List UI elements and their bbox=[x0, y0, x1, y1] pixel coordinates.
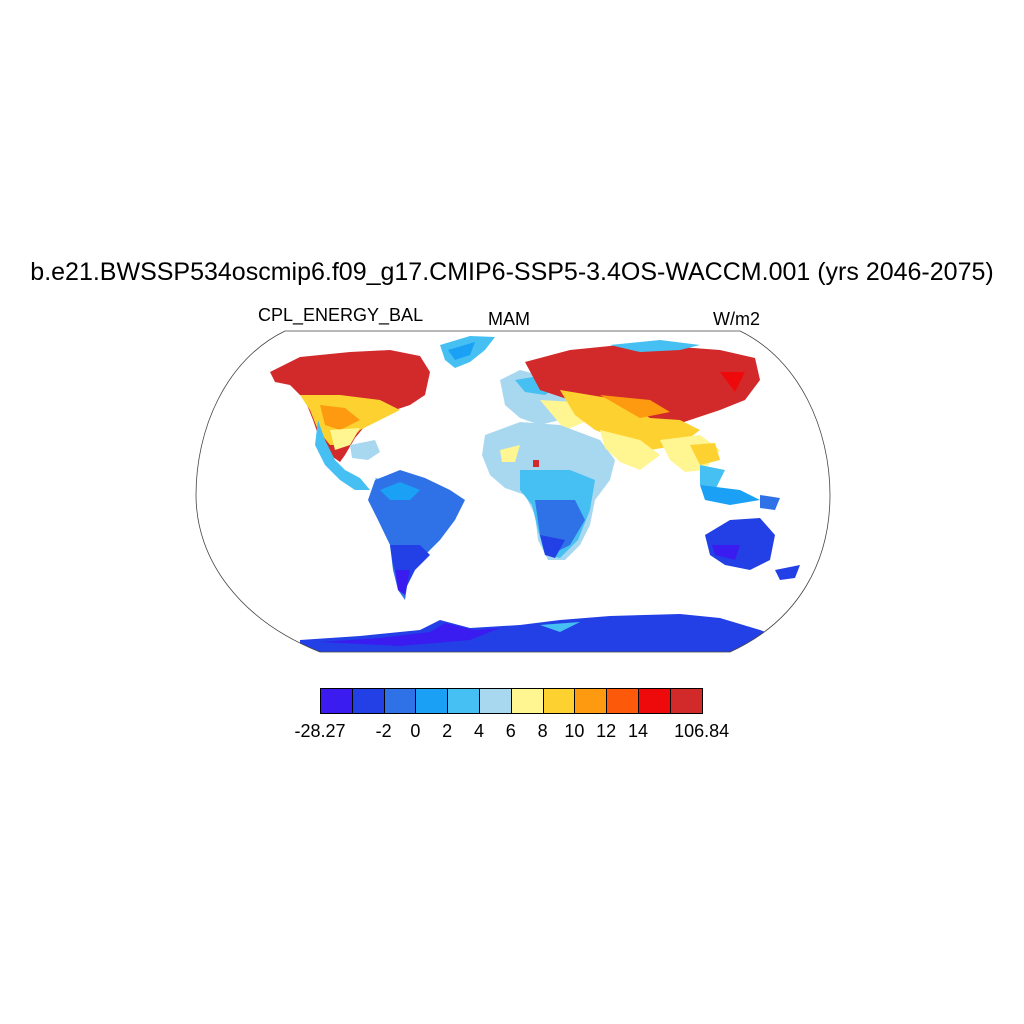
variable-label: CPL_ENERGY_BAL bbox=[258, 305, 424, 325]
colorbar-tick-label: -28.27 bbox=[294, 721, 346, 741]
australia bbox=[705, 518, 775, 570]
colorbar-swatch bbox=[606, 688, 639, 714]
colorbar-tick-label: 8 bbox=[537, 721, 548, 741]
asia bbox=[525, 345, 760, 430]
colorbar-swatch bbox=[447, 688, 480, 714]
colorbar-swatch bbox=[574, 688, 608, 714]
season-label: MAM bbox=[488, 309, 530, 329]
south-america bbox=[368, 470, 465, 600]
colorbar-swatch bbox=[542, 688, 576, 714]
colorbar-tick-label: 106.84 bbox=[674, 721, 730, 741]
colorbar-tick-label: 0 bbox=[410, 721, 421, 741]
colorbar-tick-label: 2 bbox=[442, 721, 453, 741]
colorbar-swatch bbox=[351, 688, 385, 714]
colorbar-swatch bbox=[638, 688, 671, 714]
colorbar-swatch bbox=[415, 688, 449, 714]
colorbar-swatch bbox=[479, 688, 512, 714]
map-boundary bbox=[195, 330, 831, 653]
colorbar-tick-label: -2 bbox=[375, 721, 392, 741]
colorbar-swatch bbox=[669, 688, 703, 714]
colorbar-swatch bbox=[510, 688, 544, 714]
plot-title: b.e21.BWSSP534oscmip6.f09_g17.CMIP6-SSP5… bbox=[30, 258, 994, 286]
colorbar-tick-label: 12 bbox=[596, 721, 617, 741]
units-label: W/m2 bbox=[713, 309, 760, 329]
colorbar-tick-label: 10 bbox=[564, 721, 585, 741]
colorbar-tick-label: 4 bbox=[473, 721, 485, 741]
colorbar-tick-label: 14 bbox=[627, 721, 649, 741]
colorbar-swatch bbox=[383, 688, 417, 714]
colorbar-tick-label: 6 bbox=[505, 721, 516, 741]
antarctica bbox=[300, 614, 800, 652]
colorbar-swatch bbox=[320, 688, 353, 714]
